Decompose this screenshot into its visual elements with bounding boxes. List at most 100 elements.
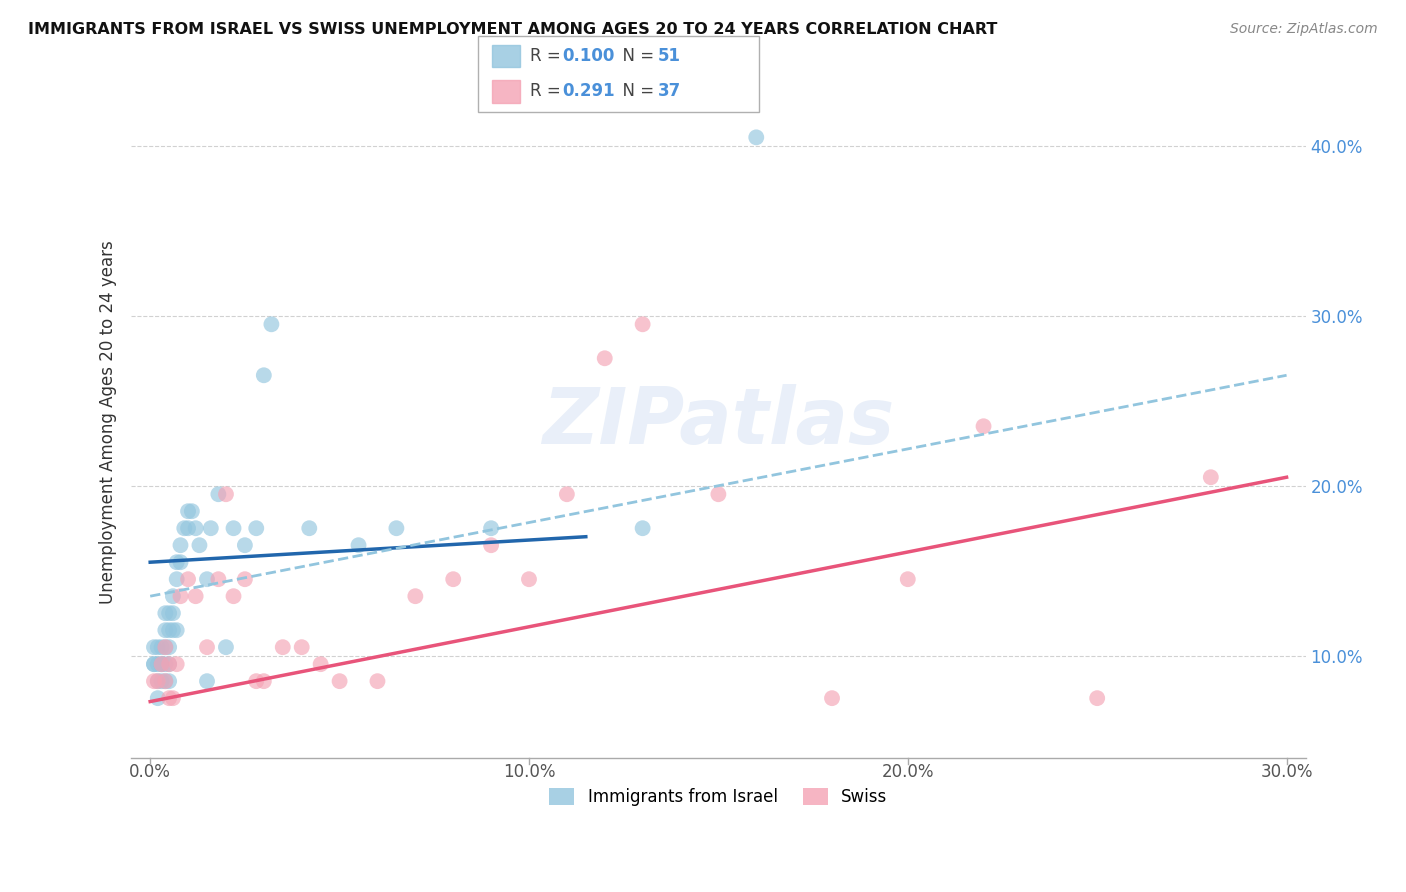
Immigrants from Israel [155, 640, 177, 655]
Immigrants from Israel [155, 623, 177, 637]
Legend: Immigrants from Israel, Swiss: Immigrants from Israel, Swiss [543, 781, 894, 814]
Immigrants from Israel [146, 674, 169, 689]
Immigrants from Israel [195, 674, 218, 689]
Swiss [821, 691, 844, 706]
Swiss [366, 674, 388, 689]
Immigrants from Israel [169, 555, 191, 569]
Immigrants from Israel [157, 657, 180, 672]
Swiss [155, 640, 177, 655]
Immigrants from Israel [188, 538, 211, 552]
Swiss [207, 572, 229, 586]
Immigrants from Israel [215, 640, 238, 655]
Immigrants from Israel [155, 606, 177, 620]
Immigrants from Israel [162, 606, 184, 620]
Immigrants from Israel [173, 521, 195, 535]
Swiss [555, 487, 578, 501]
Swiss [404, 589, 426, 603]
Immigrants from Israel [745, 130, 768, 145]
Immigrants from Israel [157, 640, 180, 655]
Swiss [441, 572, 464, 586]
Swiss [1085, 691, 1108, 706]
Swiss [146, 674, 169, 689]
Swiss [707, 487, 730, 501]
Text: 0.100: 0.100 [562, 46, 614, 65]
Swiss [517, 572, 540, 586]
Swiss [162, 691, 184, 706]
Immigrants from Israel [177, 504, 200, 518]
Immigrants from Israel [222, 521, 245, 535]
Swiss [222, 589, 245, 603]
Immigrants from Israel [479, 521, 502, 535]
Swiss [593, 351, 616, 366]
Swiss [233, 572, 256, 586]
Text: ZIPatlas: ZIPatlas [543, 384, 894, 460]
Immigrants from Israel [143, 657, 166, 672]
Immigrants from Israel [233, 538, 256, 552]
Text: 0.291: 0.291 [562, 82, 614, 101]
Swiss [309, 657, 332, 672]
Immigrants from Israel [150, 657, 173, 672]
Swiss [157, 657, 180, 672]
Immigrants from Israel [184, 521, 207, 535]
Immigrants from Israel [180, 504, 202, 518]
Swiss [271, 640, 294, 655]
Immigrants from Israel [631, 521, 654, 535]
Immigrants from Israel [162, 623, 184, 637]
Swiss [973, 419, 995, 434]
Swiss [157, 691, 180, 706]
Immigrants from Israel [157, 674, 180, 689]
Immigrants from Israel [195, 572, 218, 586]
Immigrants from Israel [150, 674, 173, 689]
Swiss [195, 640, 218, 655]
Immigrants from Israel [253, 368, 276, 383]
Text: R =: R = [530, 46, 567, 65]
Immigrants from Israel [166, 572, 188, 586]
Swiss [479, 538, 502, 552]
Immigrants from Israel [143, 640, 166, 655]
Text: R =: R = [530, 82, 567, 101]
Swiss [897, 572, 920, 586]
Immigrants from Israel [200, 521, 222, 535]
Immigrants from Israel [143, 657, 166, 672]
Immigrants from Israel [146, 640, 169, 655]
Swiss [184, 589, 207, 603]
Immigrants from Israel [157, 606, 180, 620]
Immigrants from Israel [169, 538, 191, 552]
Immigrants from Israel [157, 623, 180, 637]
Text: N =: N = [612, 82, 659, 101]
Swiss [245, 674, 267, 689]
Swiss [1199, 470, 1222, 484]
Swiss [291, 640, 314, 655]
Immigrants from Israel [150, 657, 173, 672]
Immigrants from Israel [298, 521, 321, 535]
Swiss [177, 572, 200, 586]
Immigrants from Israel [150, 640, 173, 655]
Immigrants from Israel [162, 589, 184, 603]
Swiss [166, 657, 188, 672]
Text: 37: 37 [658, 82, 682, 101]
Immigrants from Israel [146, 657, 169, 672]
Immigrants from Israel [260, 318, 283, 332]
Swiss [155, 674, 177, 689]
Text: Source: ZipAtlas.com: Source: ZipAtlas.com [1230, 22, 1378, 37]
Immigrants from Israel [177, 521, 200, 535]
Immigrants from Israel [166, 623, 188, 637]
Immigrants from Israel [385, 521, 408, 535]
Immigrants from Israel [166, 555, 188, 569]
Swiss [215, 487, 238, 501]
Swiss [150, 657, 173, 672]
Swiss [143, 674, 166, 689]
Y-axis label: Unemployment Among Ages 20 to 24 years: Unemployment Among Ages 20 to 24 years [100, 240, 117, 604]
Swiss [329, 674, 352, 689]
Immigrants from Israel [146, 691, 169, 706]
Immigrants from Israel [347, 538, 370, 552]
Text: N =: N = [612, 46, 659, 65]
Immigrants from Israel [207, 487, 229, 501]
Text: 51: 51 [658, 46, 681, 65]
Immigrants from Israel [155, 657, 177, 672]
Immigrants from Israel [155, 674, 177, 689]
Swiss [631, 318, 654, 332]
Swiss [169, 589, 191, 603]
Immigrants from Israel [245, 521, 267, 535]
Text: IMMIGRANTS FROM ISRAEL VS SWISS UNEMPLOYMENT AMONG AGES 20 TO 24 YEARS CORRELATI: IMMIGRANTS FROM ISRAEL VS SWISS UNEMPLOY… [28, 22, 997, 37]
